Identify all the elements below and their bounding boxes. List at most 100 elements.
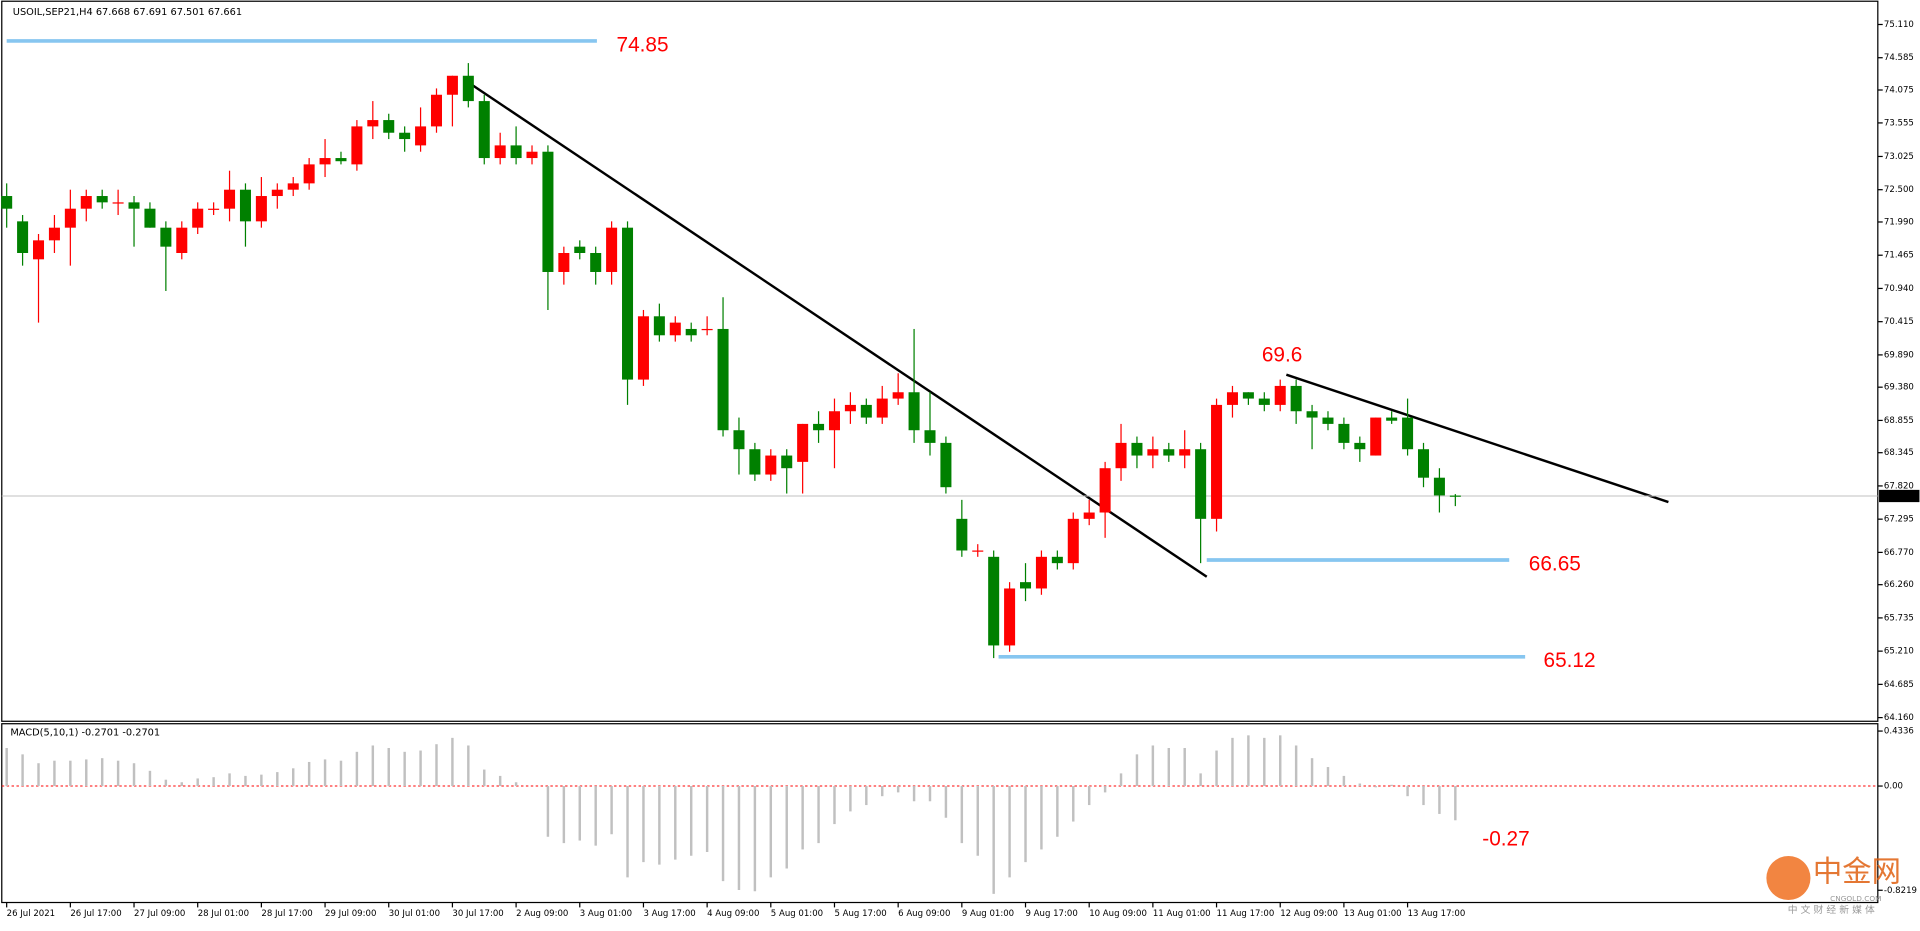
candle-body xyxy=(1370,417,1382,456)
candle-body xyxy=(1,196,13,209)
y-tick-label: 64.685 xyxy=(1884,680,1914,690)
x-tick-label: 30 Jul 17:00 xyxy=(452,909,503,919)
candle-body xyxy=(733,430,745,450)
candle-body xyxy=(1004,588,1016,646)
candle-body xyxy=(33,240,45,260)
x-tick-label: 6 Aug 09:00 xyxy=(898,909,950,919)
candle-body xyxy=(112,202,124,204)
candle-body xyxy=(574,246,586,253)
candle-body xyxy=(1242,392,1254,399)
candle-body xyxy=(813,423,825,431)
y-tick-label: 66.770 xyxy=(1884,548,1914,558)
candle-body xyxy=(1274,385,1286,405)
y-tick-label: 64.160 xyxy=(1884,713,1914,723)
x-tick-label: 27 Jul 09:00 xyxy=(134,909,185,919)
y-tick-label: 71.465 xyxy=(1884,251,1914,261)
y-tick-label: 67.820 xyxy=(1884,481,1914,491)
candle-body xyxy=(526,151,538,159)
candle-body xyxy=(653,316,665,336)
macd-frame xyxy=(1,723,1879,904)
candle-body xyxy=(1147,449,1159,456)
candle-body xyxy=(319,158,331,165)
candle-body xyxy=(1067,518,1079,564)
x-tick-label: 2 Aug 09:00 xyxy=(516,909,568,919)
candle-body xyxy=(1386,417,1398,421)
candle-body xyxy=(1322,417,1334,424)
candle-body xyxy=(303,164,315,184)
candle-body xyxy=(446,75,458,95)
candle-body xyxy=(462,75,474,102)
candle-body xyxy=(765,455,777,475)
candle-body xyxy=(48,227,60,241)
watermark: 中 文 财 经 新 媒 体 xyxy=(1788,903,1875,916)
candle-body xyxy=(415,126,427,146)
candle-body xyxy=(1211,404,1223,519)
candle-body xyxy=(558,252,570,272)
x-tick-label: 3 Aug 01:00 xyxy=(580,909,632,919)
candle-body xyxy=(176,227,188,253)
candle-body xyxy=(1433,477,1445,496)
candle-body xyxy=(160,227,172,247)
x-tick-label: 3 Aug 17:00 xyxy=(643,909,695,919)
candle-body xyxy=(224,189,236,209)
candle-body xyxy=(797,423,809,462)
x-tick-label: 13 Aug 17:00 xyxy=(1408,909,1466,919)
candle-body xyxy=(876,398,888,418)
y-tick-label: 71.990 xyxy=(1884,217,1914,227)
candle-body xyxy=(1020,582,1032,589)
candle-body xyxy=(622,227,634,380)
y-tick-label: 69.890 xyxy=(1884,350,1914,360)
y-tick-label: 65.210 xyxy=(1884,647,1914,657)
candle-body xyxy=(239,189,251,222)
x-tick-label: 11 Aug 01:00 xyxy=(1153,909,1211,919)
y-tick-label: 66.260 xyxy=(1884,580,1914,590)
level-label: 65.12 xyxy=(1544,649,1596,672)
y-tick-label: 67.295 xyxy=(1884,515,1914,525)
candle-body xyxy=(988,556,1000,646)
candle-body xyxy=(1035,556,1047,589)
y-tick-label: 65.735 xyxy=(1884,613,1914,623)
candle-body xyxy=(383,120,395,133)
x-tick-label: 5 Aug 01:00 xyxy=(771,909,823,919)
x-tick-label: 11 Aug 17:00 xyxy=(1217,909,1275,919)
macd-title: MACD(5,10,1) -0.2701 -0.2701 xyxy=(10,727,160,738)
level-label: 74.85 xyxy=(617,33,669,56)
candle-body xyxy=(606,227,618,272)
y-tick-label: 75.110 xyxy=(1884,20,1914,30)
y-tick-label: 69.380 xyxy=(1884,383,1914,393)
candle-body xyxy=(96,196,108,203)
candle-body xyxy=(510,145,522,159)
candle-body xyxy=(1306,411,1318,418)
y-tick-label: -0.8219 xyxy=(1884,886,1917,896)
y-tick-label: 72.500 xyxy=(1884,185,1914,195)
candle-body xyxy=(1115,442,1127,469)
x-tick-label: 10 Aug 09:00 xyxy=(1089,909,1147,919)
candle-body xyxy=(494,145,506,159)
candle-body xyxy=(1338,423,1350,443)
candle-body xyxy=(335,158,347,162)
candle-body xyxy=(1099,468,1111,513)
x-tick-label: 12 Aug 09:00 xyxy=(1280,909,1338,919)
candle-body xyxy=(128,202,140,209)
candle-body xyxy=(590,252,602,272)
trend-line xyxy=(468,82,1208,578)
candle-body xyxy=(669,322,681,336)
candle-body xyxy=(685,328,697,336)
candle-body xyxy=(1258,398,1270,405)
candle-body xyxy=(1290,385,1302,412)
candle-body xyxy=(271,189,283,197)
y-tick-label: 73.555 xyxy=(1884,118,1914,128)
candle-body xyxy=(287,183,299,190)
candle-body xyxy=(542,151,554,272)
x-tick-label: 13 Aug 01:00 xyxy=(1344,909,1402,919)
candle-body xyxy=(144,208,156,228)
candle-body xyxy=(908,392,920,431)
y-tick-label: 70.940 xyxy=(1884,284,1914,294)
candle-body xyxy=(860,404,872,418)
candle-body xyxy=(192,208,204,228)
x-tick-label: 30 Jul 01:00 xyxy=(389,909,440,919)
candle-body xyxy=(1354,442,1366,450)
candle-body xyxy=(892,392,904,399)
candle-body xyxy=(351,126,363,165)
candle-body xyxy=(940,442,952,488)
